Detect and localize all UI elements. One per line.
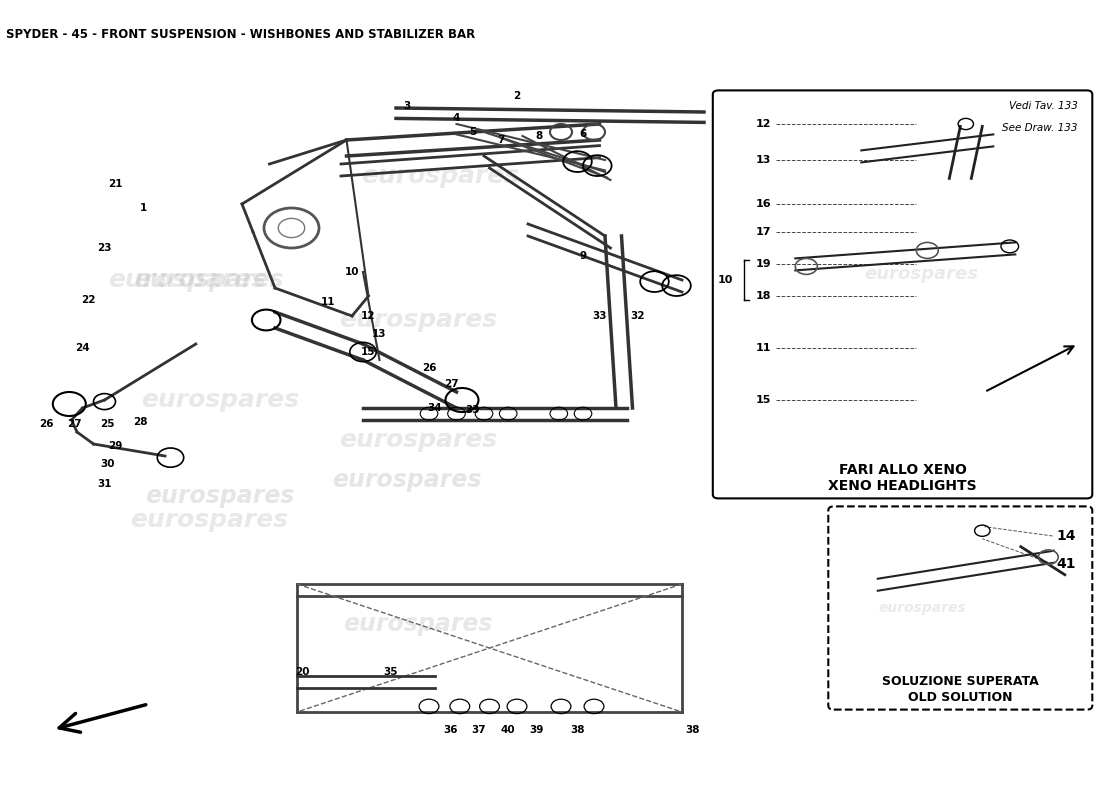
Text: 21: 21	[108, 179, 123, 189]
Text: 6: 6	[580, 130, 586, 139]
Text: 5: 5	[470, 127, 476, 137]
Text: OLD SOLUTION: OLD SOLUTION	[909, 691, 1012, 704]
Text: 41: 41	[1056, 557, 1076, 571]
Text: 13: 13	[756, 155, 771, 165]
Text: 26: 26	[421, 363, 437, 373]
Text: eurospares: eurospares	[332, 468, 482, 492]
Text: 10: 10	[344, 267, 360, 277]
Text: 14: 14	[1056, 529, 1076, 543]
Text: SOLUZIONE SUPERATA: SOLUZIONE SUPERATA	[882, 675, 1038, 688]
Text: 20: 20	[295, 667, 310, 677]
Text: 27: 27	[443, 379, 459, 389]
Text: 3: 3	[404, 102, 410, 111]
Text: 27: 27	[67, 419, 82, 429]
Text: 8: 8	[536, 131, 542, 141]
Text: 30: 30	[100, 459, 116, 469]
Text: 26: 26	[39, 419, 54, 429]
Text: eurospares: eurospares	[130, 508, 288, 532]
Text: 36: 36	[443, 725, 459, 734]
Text: Vedi Tav. 133: Vedi Tav. 133	[1009, 101, 1078, 110]
Text: 12: 12	[361, 311, 376, 321]
Text: 7: 7	[497, 135, 504, 145]
Text: 31: 31	[97, 479, 112, 489]
Text: eurospares: eurospares	[864, 266, 978, 283]
Text: See Draw. 133: See Draw. 133	[1002, 123, 1078, 134]
Text: 4: 4	[453, 114, 460, 123]
Text: 38: 38	[570, 725, 585, 734]
Text: 38: 38	[685, 725, 701, 734]
Text: 12: 12	[756, 119, 771, 129]
Text: eurospares: eurospares	[108, 268, 266, 292]
Text: XENO HEADLIGHTS: XENO HEADLIGHTS	[828, 479, 977, 494]
Text: 34: 34	[427, 403, 442, 413]
FancyBboxPatch shape	[713, 90, 1092, 498]
Text: eurospares: eurospares	[134, 268, 284, 292]
FancyBboxPatch shape	[828, 506, 1092, 710]
Text: 39: 39	[529, 725, 544, 734]
Text: eurospares: eurospares	[343, 612, 493, 636]
Text: 16: 16	[756, 199, 771, 209]
Text: eurospares: eurospares	[879, 601, 966, 615]
Text: SPYDER - 45 - FRONT SUSPENSION - WISHBONES AND STABILIZER BAR: SPYDER - 45 - FRONT SUSPENSION - WISHBON…	[6, 28, 475, 41]
Text: 2: 2	[514, 91, 520, 101]
Text: 25: 25	[100, 419, 116, 429]
Text: 40: 40	[500, 725, 516, 734]
Text: 15: 15	[361, 347, 376, 357]
Text: 28: 28	[133, 418, 148, 427]
Text: 1: 1	[140, 203, 146, 213]
Text: 37: 37	[471, 725, 486, 734]
Text: eurospares: eurospares	[339, 428, 497, 452]
Text: FARI ALLO XENO: FARI ALLO XENO	[838, 463, 967, 478]
Text: 24: 24	[75, 343, 90, 353]
Text: eurospares: eurospares	[339, 308, 497, 332]
Text: 10: 10	[717, 275, 733, 285]
Text: 18: 18	[756, 291, 771, 301]
Text: 15: 15	[756, 395, 771, 405]
Text: 29: 29	[108, 442, 123, 451]
Text: 33: 33	[592, 311, 607, 321]
Text: 9: 9	[580, 251, 586, 261]
Text: 35: 35	[383, 667, 398, 677]
Text: 11: 11	[320, 298, 336, 307]
Text: eurospares: eurospares	[361, 164, 519, 188]
Text: eurospares: eurospares	[141, 388, 299, 412]
Text: 33: 33	[465, 405, 481, 414]
Text: 22: 22	[80, 295, 96, 305]
Text: 19: 19	[756, 259, 771, 269]
Text: 11: 11	[756, 343, 771, 353]
Text: 23: 23	[97, 243, 112, 253]
Text: 13: 13	[372, 330, 387, 339]
Text: 17: 17	[756, 227, 771, 237]
Text: 32: 32	[630, 311, 646, 321]
Text: eurospares: eurospares	[145, 484, 295, 508]
